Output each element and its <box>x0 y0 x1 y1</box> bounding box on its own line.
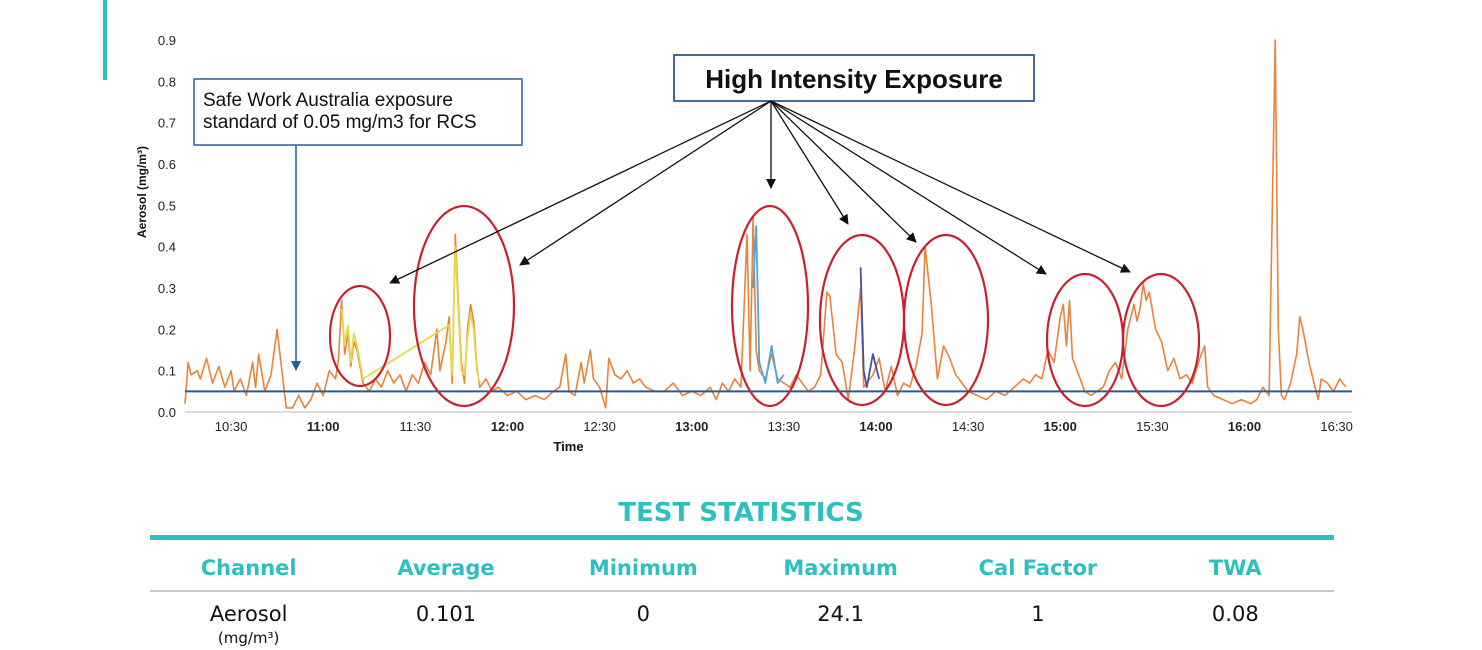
highlight-ellipse <box>1045 272 1125 408</box>
x-tick-label: 12:30 <box>583 419 616 434</box>
y-tick-label: 0.7 <box>158 116 176 131</box>
cell-maximum: 24.1 <box>817 602 865 626</box>
cell-channel: Aerosol (mg/m³) <box>150 602 347 650</box>
y-tick-label: 0.2 <box>158 322 176 337</box>
stats-header-divider <box>150 590 1334 592</box>
y-axis-label: Aerosol (mg/m³) <box>135 146 149 238</box>
high-intensity-arrow <box>770 100 1131 273</box>
highlight-ellipse <box>730 204 810 408</box>
series-line <box>752 225 785 385</box>
x-tick-label: 15:00 <box>1044 419 1077 434</box>
series-line <box>859 267 880 389</box>
stats-value-row: Aerosol (mg/m³) 0.101 0 24.1 1 0.08 <box>150 602 1334 650</box>
y-tick-label: 0.4 <box>158 240 176 255</box>
x-tick-label: 12:00 <box>491 419 524 434</box>
series-layer <box>184 39 1352 409</box>
x-tick-label: 15:30 <box>1136 419 1169 434</box>
cell-channel-name: Aerosol <box>209 602 288 626</box>
x-tick-label: 11:30 <box>400 419 432 434</box>
high-intensity-arrow <box>770 100 917 243</box>
highlight-ellipse <box>902 233 990 407</box>
highlight-ellipse <box>328 284 392 388</box>
x-tick-label: 10:30 <box>215 419 248 434</box>
cell-cal-factor: 1 <box>1031 602 1045 626</box>
highlight-ellipse <box>412 204 516 408</box>
high-intensity-arrow <box>519 100 772 266</box>
series-line <box>340 245 481 384</box>
axes: 0.0 0.1 0.2 0.3 0.4 0.5 0.6 0.7 0.8 0.9 10:30 11:00… <box>135 33 1353 454</box>
high-intensity-arrow <box>389 100 772 284</box>
cell-channel-unit: (mg/m³) <box>217 629 280 647</box>
stats-top-rule <box>150 535 1334 540</box>
highlight-layer <box>328 204 1201 408</box>
y-tick-label: 0.6 <box>158 157 176 172</box>
accent-bar <box>103 0 107 80</box>
stats-title: TEST STATISTICS <box>618 498 864 528</box>
high-intensity-annotation-box <box>673 54 1035 102</box>
high-intensity-annotation-text: High Intensity Exposure <box>705 64 1003 94</box>
x-tick-label: 14:00 <box>859 419 892 434</box>
stats-header-row: Channel Average Minimum Maximum Cal Fact… <box>150 556 1334 580</box>
x-tick-label: 14:30 <box>952 419 985 434</box>
header-twa: TWA <box>1208 556 1262 580</box>
safe-work-annotation-text: standard of 0.05 mg/m3 for RCS <box>203 112 477 133</box>
header-average: Average <box>397 556 495 580</box>
series-line <box>184 39 1347 409</box>
aerosol-line-chart: 0.0 0.1 0.2 0.3 0.4 0.5 0.6 0.7 0.8 0.9 10:30 11:00… <box>135 33 1353 454</box>
highlight-ellipse <box>1121 272 1201 408</box>
x-axis-label: Time <box>553 439 583 454</box>
cell-average: 0.101 <box>415 602 477 626</box>
x-tick-label: 16:00 <box>1228 419 1261 434</box>
y-tick-label: 0.9 <box>158 33 176 48</box>
cell-twa: 0.08 <box>1211 602 1259 626</box>
cell-minimum: 0 <box>636 602 650 626</box>
x-tick-label: 16:30 <box>1320 419 1353 434</box>
high-intensity-arrow <box>770 100 849 225</box>
safe-work-annotation-text: Safe Work Australia exposure <box>203 90 453 111</box>
high-intensity-arrow <box>770 100 1047 275</box>
x-tick-label: 13:30 <box>768 419 801 434</box>
header-maximum: Maximum <box>783 556 898 580</box>
header-minimum: Minimum <box>588 556 698 580</box>
header-cal-factor: Cal Factor <box>978 556 1098 580</box>
y-tick-label: 0.0 <box>158 405 176 420</box>
header-channel: Channel <box>200 556 297 580</box>
x-tick-label: 13:00 <box>675 419 708 434</box>
y-tick-label: 0.5 <box>158 198 176 213</box>
y-tick-label: 0.3 <box>158 281 176 296</box>
safe-work-annotation-box <box>193 78 523 146</box>
y-tick-label: 0.1 <box>158 364 176 379</box>
x-tick-label: 11:00 <box>307 419 340 434</box>
y-tick-label: 0.8 <box>158 74 176 89</box>
